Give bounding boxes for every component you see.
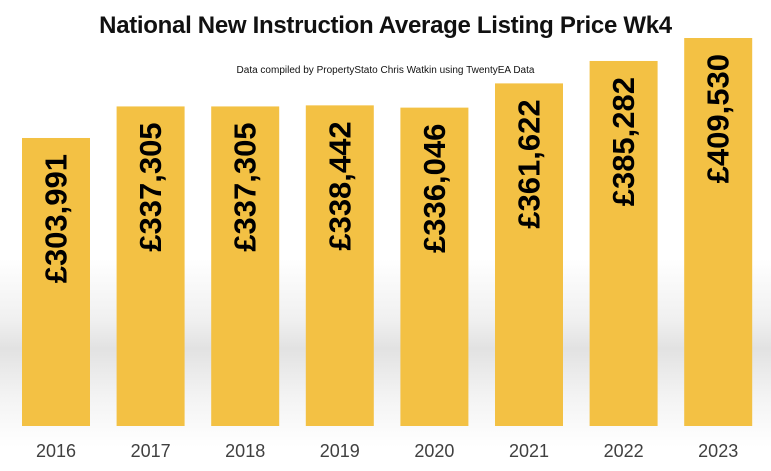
data-label-2016: £303,991 <box>39 154 74 283</box>
data-label-2017: £337,305 <box>133 122 168 251</box>
bar-2019 <box>305 105 374 426</box>
x-tick-label-2022: 2022 <box>604 441 644 461</box>
bar-2021 <box>495 83 563 427</box>
bar-2018 <box>211 106 280 427</box>
data-label-2020: £336,046 <box>417 124 452 253</box>
data-label-2021: £361,622 <box>512 99 547 228</box>
x-tick-label-2017: 2017 <box>131 441 171 461</box>
x-tick-label-2020: 2020 <box>414 441 454 461</box>
bar-2022 <box>589 60 658 426</box>
x-tick-label-2023: 2023 <box>698 441 738 461</box>
data-label-2023: £409,530 <box>701 54 736 183</box>
data-label-2019: £338,442 <box>322 121 357 250</box>
chart-subtitle: Data compiled by PropertyStato Chris Wat… <box>236 65 535 76</box>
bar-2020 <box>400 107 469 427</box>
bar-2017 <box>116 106 185 427</box>
x-tick-label-2019: 2019 <box>320 441 360 461</box>
x-tick-label-2016: 2016 <box>36 441 76 461</box>
x-tick-label-2021: 2021 <box>509 441 549 461</box>
chart-title: National New Instruction Average Listing… <box>99 12 672 39</box>
bar-2016 <box>22 137 90 427</box>
data-label-2022: £385,282 <box>606 77 641 206</box>
x-tick-label-2018: 2018 <box>225 441 265 461</box>
bar-2023 <box>684 38 753 426</box>
data-label-2018: £337,305 <box>228 122 263 251</box>
